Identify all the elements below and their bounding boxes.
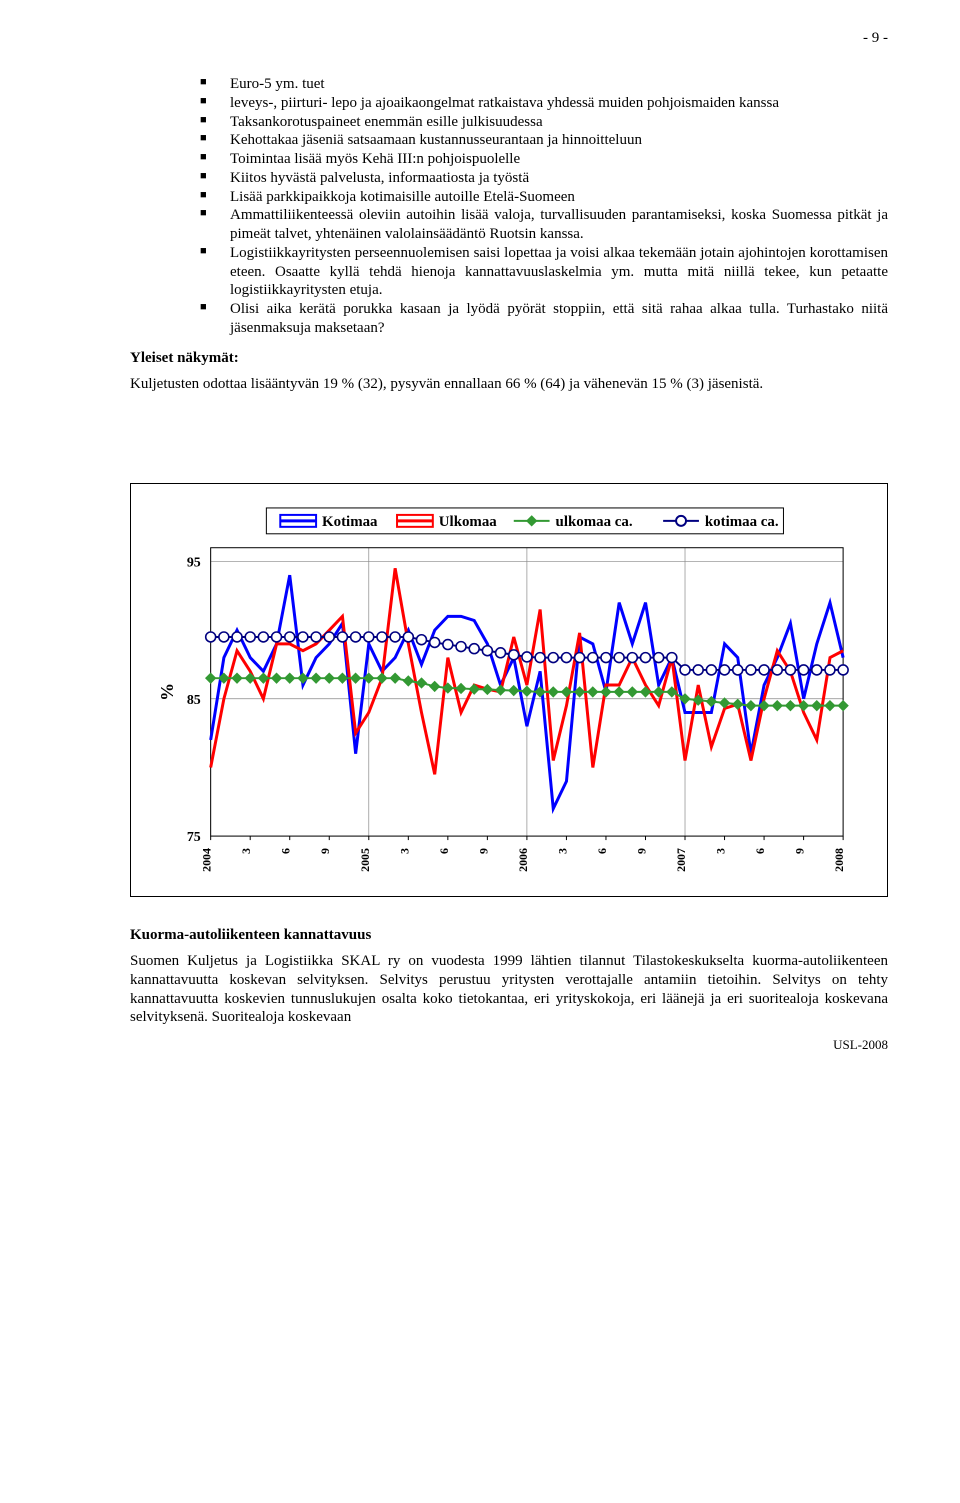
svg-text:2004: 2004 xyxy=(200,848,214,872)
svg-text:3: 3 xyxy=(714,848,728,854)
bullet-item: Taksankorotuspaineet enemmän esille julk… xyxy=(200,113,888,132)
bullet-item: Logistiikkayritysten perseennuolemisen s… xyxy=(200,244,888,300)
svg-text:3: 3 xyxy=(397,848,411,854)
page-number: - 9 - xyxy=(130,30,888,47)
svg-text:75: 75 xyxy=(187,830,201,845)
svg-text:6: 6 xyxy=(437,848,451,854)
chart-container: Kotimaa Ulkomaa ulkomaa ca. kotimaa ca. 75 85… xyxy=(130,483,888,897)
svg-text:%: % xyxy=(157,683,177,701)
svg-text:3: 3 xyxy=(239,848,253,854)
line-chart: Kotimaa Ulkomaa ulkomaa ca. kotimaa ca. 75 85… xyxy=(151,498,867,886)
svg-text:3: 3 xyxy=(555,848,569,854)
svg-text:9: 9 xyxy=(476,848,490,854)
svg-text:2006: 2006 xyxy=(516,848,530,872)
svg-text:Ulkomaa: Ulkomaa xyxy=(439,514,498,530)
svg-text:kotimaa ca.: kotimaa ca. xyxy=(705,514,779,530)
footer-code: USL-2008 xyxy=(130,1037,888,1053)
svg-text:6: 6 xyxy=(595,848,609,854)
svg-text:Kotimaa: Kotimaa xyxy=(322,514,378,530)
svg-text:6: 6 xyxy=(753,848,767,854)
bullet-item: Kiitos hyvästä palvelusta, informaatiost… xyxy=(200,169,888,188)
svg-text:9: 9 xyxy=(793,848,807,854)
svg-text:2007: 2007 xyxy=(674,848,688,872)
section-heading-kannattavuus: Kuorma-autoliikenteen kannattavuus xyxy=(130,927,888,944)
paragraph-kannattavuus: Suomen Kuljetus ja Logistiikka SKAL ry o… xyxy=(130,952,888,1027)
bullet-item: Kehottakaa jäseniä satsaamaan kustannuss… xyxy=(200,131,888,150)
section-heading-yleiset: Yleiset näkymät: xyxy=(130,350,888,367)
bullet-item: leveys-, piirturi- lepo ja ajoaikaongelm… xyxy=(200,94,888,113)
paragraph-yleiset: Kuljetusten odottaa lisääntyvän 19 % (32… xyxy=(130,375,888,394)
bullet-item: Toimintaa lisää myös Kehä III:n pohjoisp… xyxy=(200,150,888,169)
svg-text:95: 95 xyxy=(187,556,201,571)
svg-text:9: 9 xyxy=(318,848,332,854)
svg-text:9: 9 xyxy=(634,848,648,854)
svg-text:2008: 2008 xyxy=(832,848,846,872)
bullet-item: Ammattiliikenteessä oleviin autoihin lis… xyxy=(200,206,888,244)
bullet-list: Euro-5 ym. tuetleveys-, piirturi- lepo j… xyxy=(200,75,888,338)
svg-text:6: 6 xyxy=(279,848,293,854)
svg-text:85: 85 xyxy=(187,693,201,708)
svg-text:2005: 2005 xyxy=(358,848,372,872)
bullet-item: Lisää parkkipaikkoja kotimaisille autoil… xyxy=(200,188,888,207)
bullet-item: Olisi aika kerätä porukka kasaan ja lyöd… xyxy=(200,300,888,338)
svg-text:ulkomaa ca.: ulkomaa ca. xyxy=(556,514,633,530)
bullet-item: Euro-5 ym. tuet xyxy=(200,75,888,94)
